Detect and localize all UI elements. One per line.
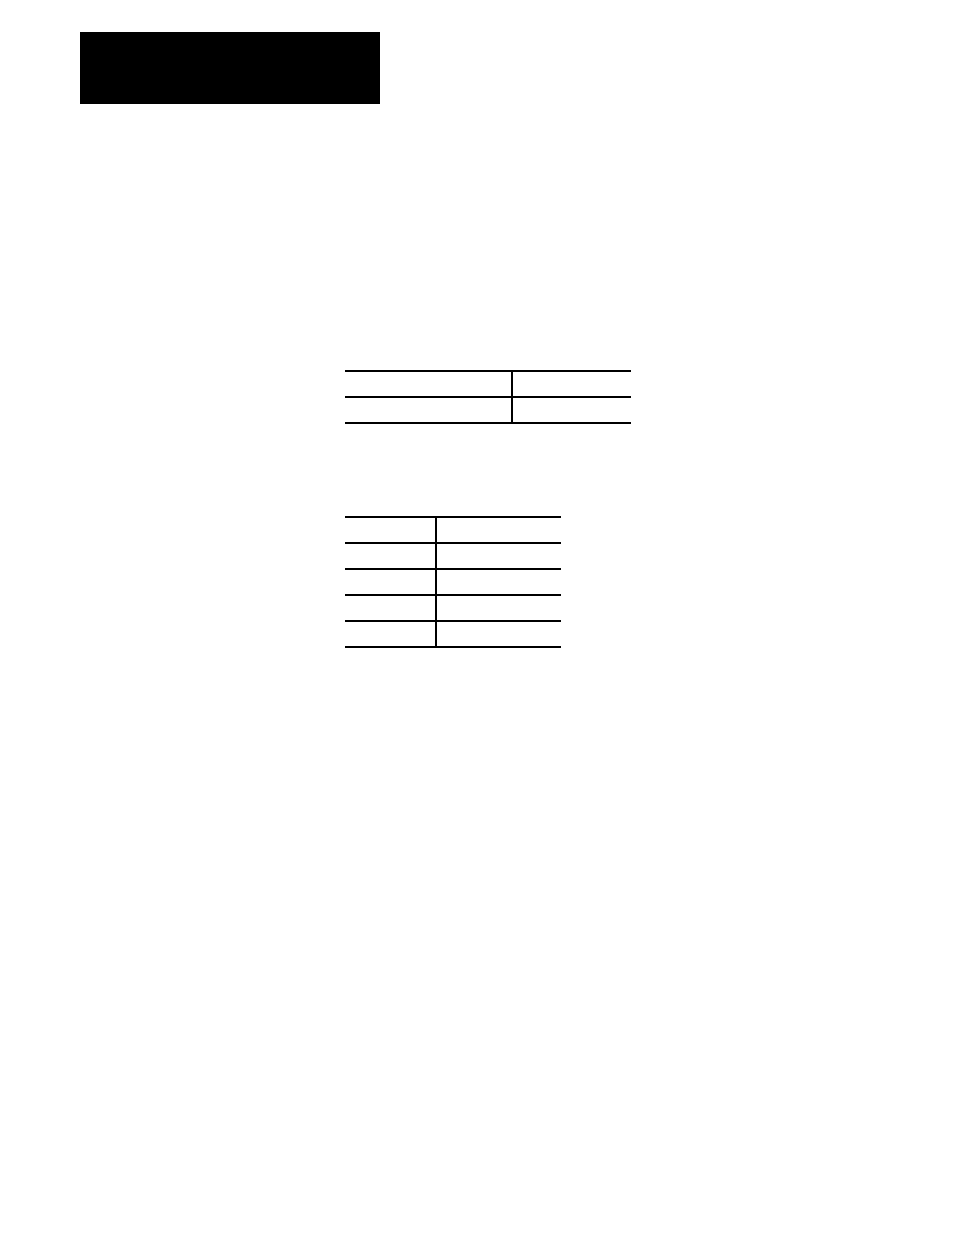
table-cell xyxy=(435,620,561,646)
header-black-box xyxy=(80,32,380,104)
table-cell xyxy=(345,542,435,568)
page xyxy=(0,0,954,1235)
table-rule xyxy=(345,422,631,424)
table-cell xyxy=(435,594,561,620)
table-cell xyxy=(345,594,435,620)
table-1 xyxy=(345,370,631,422)
table-cell xyxy=(435,568,561,594)
table-cell xyxy=(345,568,435,594)
table-cell xyxy=(511,396,631,422)
table-cell xyxy=(435,542,561,568)
table-cell xyxy=(345,516,435,542)
table-cell xyxy=(511,370,631,396)
table-2 xyxy=(345,516,561,646)
table-cell xyxy=(345,396,511,422)
table-cell xyxy=(435,516,561,542)
table-rule xyxy=(345,646,561,648)
table-cell xyxy=(345,370,511,396)
table-cell xyxy=(345,620,435,646)
